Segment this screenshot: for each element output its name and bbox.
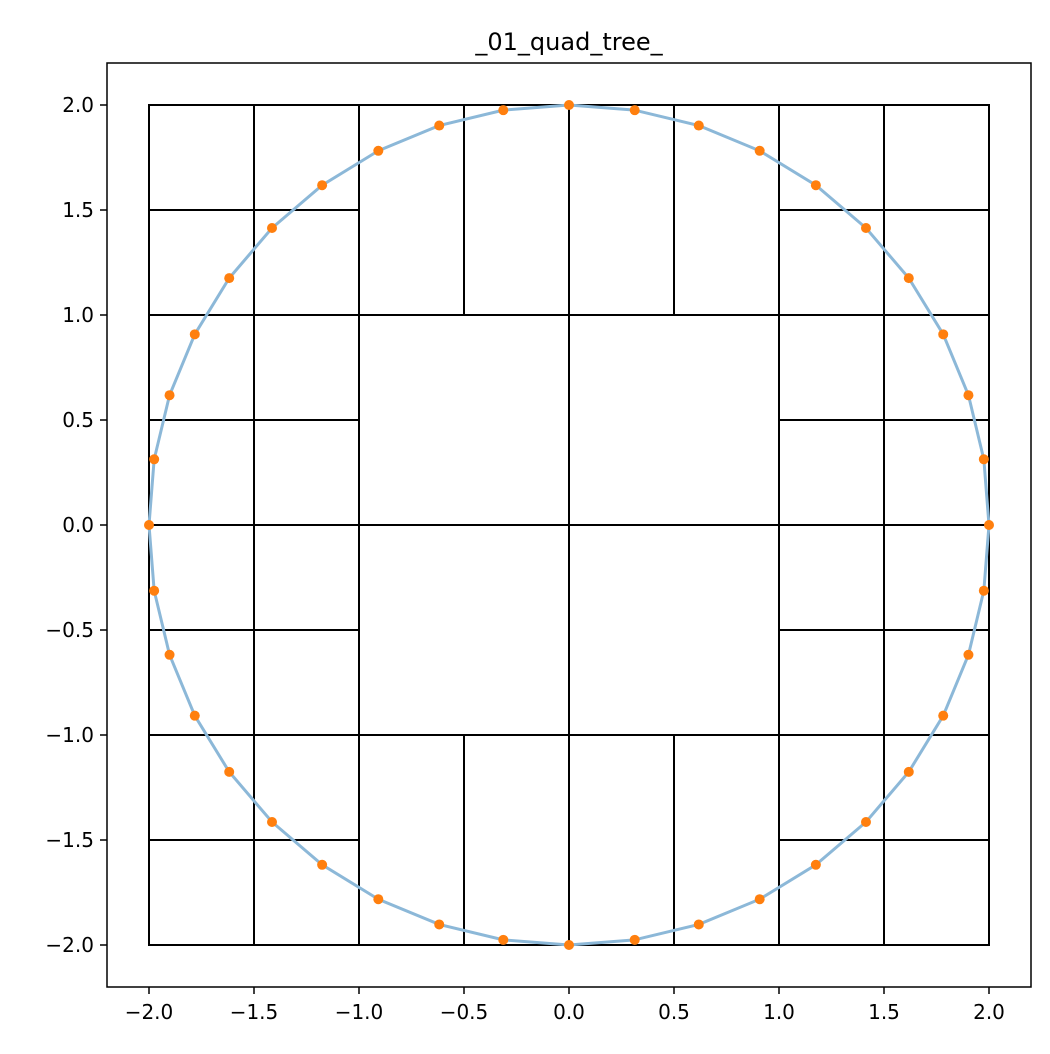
data-point-12 <box>434 120 445 131</box>
quad-cell-17 <box>568 314 780 526</box>
data-point-13 <box>373 145 384 156</box>
x-tick-label: −0.5 <box>440 1000 489 1024</box>
y-tick-label: 1.5 <box>62 198 94 222</box>
y-tick-label: 0.5 <box>62 408 94 432</box>
data-point-31 <box>629 934 640 945</box>
data-point-1 <box>978 454 989 465</box>
data-point-26 <box>317 859 328 870</box>
chart-title: _01_quad_tree_ <box>474 28 663 56</box>
quad-tree-cells <box>148 104 990 946</box>
data-point-29 <box>498 934 509 945</box>
x-tick-label: 1.0 <box>763 1000 795 1024</box>
data-point-21 <box>149 585 160 596</box>
y-tick-label: 0.0 <box>62 513 94 537</box>
data-point-28 <box>434 919 445 930</box>
y-tick-label: 2.0 <box>62 93 94 117</box>
quad-cell-11 <box>883 209 990 316</box>
data-point-7 <box>754 145 765 156</box>
data-point-23 <box>189 710 200 721</box>
quad-cell-43 <box>883 839 990 946</box>
data-point-34 <box>810 859 821 870</box>
y-tick-label: −1.0 <box>45 723 94 747</box>
data-point-3 <box>938 329 949 340</box>
data-point-36 <box>903 766 914 777</box>
quad-cell-1 <box>253 104 360 211</box>
quad-cell-28 <box>778 524 885 631</box>
quad-cell-16 <box>358 314 570 526</box>
data-point-2 <box>963 390 974 401</box>
data-point-25 <box>267 816 278 827</box>
quad-cell-12 <box>148 314 255 421</box>
data-point-9 <box>629 105 640 116</box>
quad-cell-6 <box>568 104 675 316</box>
data-point-37 <box>938 710 949 721</box>
quad-cell-41 <box>883 734 990 841</box>
quad-cell-26 <box>358 524 570 736</box>
quad-cell-20 <box>778 419 885 526</box>
quad-cell-42 <box>778 839 885 946</box>
x-tick-label: 1.5 <box>868 1000 900 1024</box>
data-point-19 <box>149 454 160 465</box>
data-point-4 <box>903 273 914 284</box>
data-point-16 <box>224 273 235 284</box>
quad-cell-21 <box>883 419 990 526</box>
data-point-32 <box>693 919 704 930</box>
quad-cell-31 <box>883 629 990 736</box>
data-point-5 <box>860 223 871 234</box>
quad-cell-0 <box>148 104 255 211</box>
y-tick-label: 1.0 <box>62 303 94 327</box>
data-point-30 <box>564 940 574 950</box>
quad-cell-14 <box>148 419 255 526</box>
data-point-33 <box>754 894 765 905</box>
x-tick-label: −1.5 <box>230 1000 279 1024</box>
y-tick-label: −0.5 <box>45 618 94 642</box>
data-point-27 <box>373 894 384 905</box>
quad-cell-15 <box>253 419 360 526</box>
quad-cell-29 <box>883 524 990 631</box>
data-point-6 <box>810 180 821 191</box>
data-point-8 <box>693 120 704 131</box>
quad-cell-13 <box>253 314 360 421</box>
quad-cell-24 <box>148 629 255 736</box>
data-point-10 <box>564 100 574 110</box>
quad-cell-25 <box>253 629 360 736</box>
data-point-39 <box>978 585 989 596</box>
quad-cell-34 <box>148 839 255 946</box>
quad-cell-35 <box>253 839 360 946</box>
quad-cell-8 <box>778 104 885 211</box>
x-tick-label: −2.0 <box>125 1000 174 1024</box>
data-point-22 <box>164 649 175 660</box>
quad-cell-18 <box>778 314 885 421</box>
quad-cell-30 <box>778 629 885 736</box>
x-tick-label: 0.0 <box>553 1000 585 1024</box>
quad-cell-37 <box>463 734 570 946</box>
x-tick-label: 0.5 <box>658 1000 690 1024</box>
y-tick-label: −2.0 <box>45 933 94 957</box>
data-point-38 <box>963 649 974 660</box>
x-tick-label: −1.0 <box>335 1000 384 1024</box>
quad-cell-9 <box>883 104 990 211</box>
quad-cell-38 <box>568 734 675 946</box>
quad-cell-32 <box>148 734 255 841</box>
y-tick-label: −1.5 <box>45 828 94 852</box>
data-point-17 <box>189 329 200 340</box>
circle-points <box>144 100 994 950</box>
data-point-14 <box>317 180 328 191</box>
data-point-0 <box>984 520 994 530</box>
quad-cell-19 <box>883 314 990 421</box>
data-point-24 <box>224 766 235 777</box>
axes: −2.0 −1.5 −1.0 −0.5 0.0 0.5 1.0 1.5 2.0 −2.0 −1.5 −… <box>45 62 1032 1024</box>
quad-cell-2 <box>148 209 255 316</box>
x-tick-label: 2.0 <box>973 1000 1005 1024</box>
data-point-20 <box>144 520 154 530</box>
quad-cell-23 <box>253 524 360 631</box>
data-point-35 <box>860 816 871 827</box>
quad-cell-27 <box>568 524 780 736</box>
data-point-18 <box>164 390 175 401</box>
data-point-15 <box>267 223 278 234</box>
quad-cell-22 <box>148 524 255 631</box>
quad-cell-5 <box>463 104 570 316</box>
data-point-11 <box>498 105 509 116</box>
